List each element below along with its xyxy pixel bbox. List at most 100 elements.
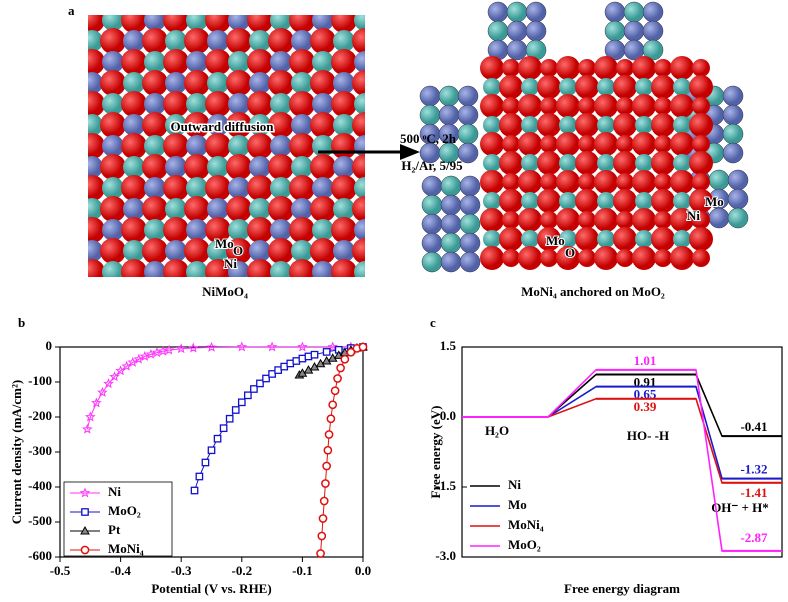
marker — [268, 370, 276, 378]
atom — [205, 259, 231, 277]
legend-label: Ni — [508, 477, 521, 492]
atom — [88, 217, 105, 243]
atom — [540, 135, 558, 153]
atom — [186, 219, 208, 241]
atom — [226, 238, 252, 264]
atom — [144, 51, 166, 73]
atom — [249, 198, 271, 220]
atom — [499, 189, 523, 213]
atom — [594, 56, 618, 80]
marker — [327, 341, 338, 352]
atom — [578, 211, 596, 229]
energy-path — [462, 397, 782, 484]
atom — [228, 177, 250, 199]
atom — [102, 15, 124, 31]
atom — [123, 30, 145, 52]
atom — [205, 217, 231, 243]
atom — [184, 70, 210, 96]
atom — [575, 113, 599, 137]
atom — [291, 198, 313, 220]
marker — [109, 371, 120, 382]
value-label: -0.41 — [740, 419, 767, 434]
atom — [594, 132, 618, 156]
atom — [352, 196, 365, 222]
atom — [521, 230, 539, 248]
energy-path — [462, 385, 782, 480]
y-tick-label: -500 — [28, 513, 52, 528]
atom — [312, 93, 334, 115]
atom — [727, 188, 749, 210]
atom — [144, 135, 166, 157]
atom — [247, 15, 273, 33]
atom — [312, 135, 334, 157]
marker — [330, 386, 340, 396]
atom — [670, 56, 694, 80]
atom — [651, 189, 675, 213]
atom — [559, 192, 577, 210]
reaction-arrow — [318, 144, 420, 160]
atom — [483, 116, 501, 134]
x-axis-label: Free energy diagram — [564, 581, 680, 596]
atom — [163, 49, 189, 75]
atom — [88, 259, 105, 277]
plot-frame — [461, 346, 783, 558]
atom — [310, 28, 336, 54]
atom — [642, 20, 664, 42]
marker — [333, 374, 342, 383]
atom — [310, 154, 336, 180]
atom — [654, 211, 672, 229]
atom — [142, 196, 168, 222]
atom — [100, 154, 126, 180]
atom — [207, 30, 229, 52]
atom — [228, 93, 250, 115]
marker — [358, 342, 368, 352]
atom — [708, 169, 730, 191]
condition: 500 ᵒC, 2h — [400, 131, 457, 146]
atom — [635, 230, 653, 248]
atom — [247, 133, 273, 159]
atom-label: Mo — [705, 194, 724, 209]
atom — [613, 227, 637, 251]
atom — [575, 189, 599, 213]
atom — [100, 196, 126, 222]
atom — [163, 259, 189, 277]
panel-label: a — [68, 3, 75, 18]
atom — [331, 217, 357, 243]
atom — [480, 94, 504, 118]
atom — [502, 97, 520, 115]
atom — [613, 151, 637, 175]
value-label: 0.39 — [634, 399, 657, 414]
marker — [244, 391, 252, 400]
atom — [616, 211, 634, 229]
marker — [225, 414, 234, 423]
atom — [502, 249, 520, 267]
atom — [249, 30, 271, 52]
atom — [727, 207, 749, 229]
atom — [268, 154, 294, 180]
atom — [537, 227, 561, 251]
atom — [121, 133, 147, 159]
atom — [186, 51, 208, 73]
atom — [722, 142, 744, 164]
atom — [483, 154, 501, 172]
atom — [692, 97, 710, 115]
marker — [319, 496, 329, 506]
atom — [642, 39, 664, 61]
atom — [249, 240, 271, 262]
atom — [270, 135, 292, 157]
atom — [88, 49, 105, 75]
atom — [186, 15, 208, 31]
marker — [231, 406, 240, 414]
atom — [270, 261, 292, 277]
marker — [322, 461, 331, 471]
atom — [689, 75, 713, 99]
y-tick-label: -1.5 — [435, 478, 456, 493]
atom — [312, 261, 334, 277]
marker — [328, 400, 338, 410]
atom — [708, 207, 730, 229]
atom — [165, 198, 187, 220]
atom — [506, 39, 528, 61]
x-axis-label: Potential (V vs. RHE) — [151, 581, 271, 596]
atom — [597, 192, 615, 210]
atom — [613, 189, 637, 213]
